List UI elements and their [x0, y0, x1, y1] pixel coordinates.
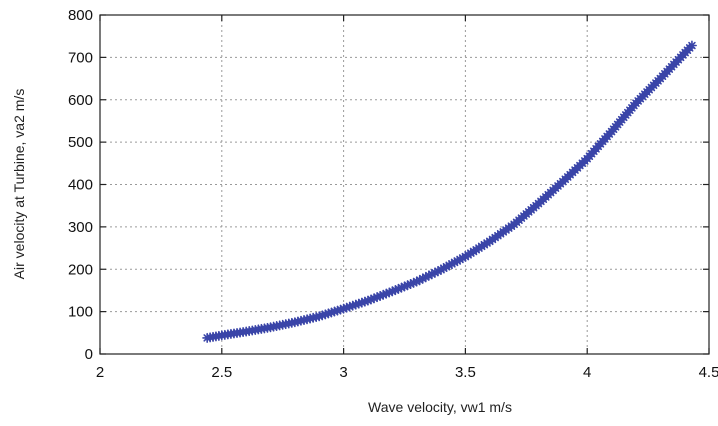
y-tick-label: 300 [68, 219, 93, 236]
y-axis-label: Air velocity at Turbine, va2 m/s [11, 89, 27, 280]
y-tick-label: 700 [68, 49, 93, 66]
x-tick-label: 2.5 [211, 364, 232, 381]
x-tick-label: 4 [583, 364, 591, 381]
y-tick-label: 500 [68, 134, 93, 151]
y-tick-label: 200 [68, 261, 93, 278]
tick-marks [99, 14, 710, 355]
grid [100, 15, 709, 354]
x-tick-label: 2 [96, 364, 104, 381]
y-tick-label: 100 [68, 304, 93, 321]
x-axis-label: Wave velocity, vw1 m/s [368, 399, 512, 415]
y-tick-label: 800 [68, 7, 93, 24]
series-markers [202, 40, 697, 343]
y-tick-label: 0 [85, 346, 93, 363]
x-tick-label: 3 [339, 364, 347, 381]
x-tick-label: 3.5 [455, 364, 476, 381]
x-tick-labels: 2 2.5 3 3.5 4 4.5 [96, 364, 718, 381]
y-tick-labels: 0 100 200 300 400 500 600 700 800 [68, 7, 93, 363]
x-tick-label: 4.5 [699, 364, 718, 381]
y-tick-label: 400 [68, 177, 93, 194]
data-point-marker [686, 40, 697, 51]
y-tick-label: 600 [68, 92, 93, 109]
